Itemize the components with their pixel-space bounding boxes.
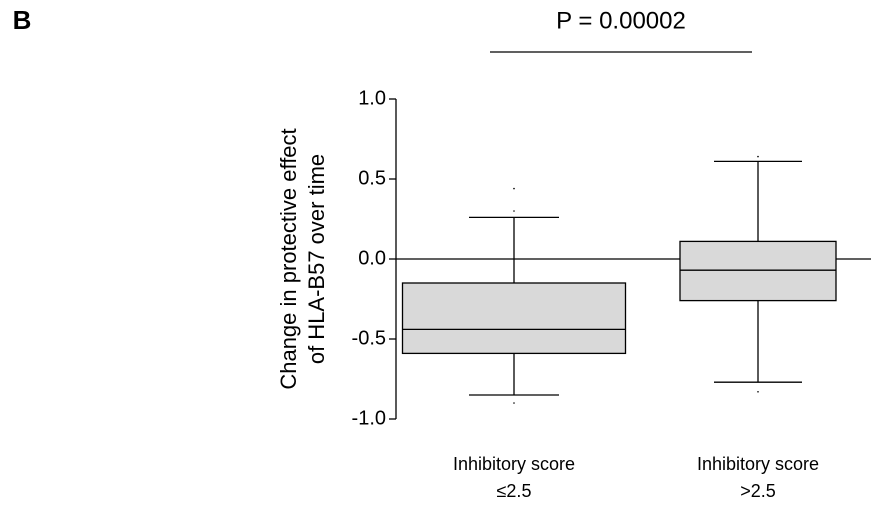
flier	[757, 155, 759, 158]
y-axis-label: of HLA-B57 over time	[304, 154, 329, 364]
y-tick-label: 0.0	[358, 247, 386, 269]
x-tick-label: ≤2.5	[497, 481, 532, 501]
y-axis-label: Change in protective effect	[276, 128, 301, 389]
x-tick-label: Inhibitory score	[697, 454, 819, 474]
x-tick-label: >2.5	[740, 481, 776, 501]
y-tick-label: -1.0	[352, 407, 386, 429]
flier	[757, 391, 759, 393]
flier	[513, 402, 515, 404]
panel-label: B	[13, 5, 32, 35]
box	[401, 282, 627, 355]
box	[679, 240, 837, 302]
y-tick-label: 0.5	[358, 167, 386, 189]
flier	[513, 187, 515, 190]
p-value: P = 0.00002	[556, 7, 686, 34]
y-tick-label: -0.5	[352, 327, 386, 349]
x-tick-label: Inhibitory score	[453, 454, 575, 474]
flier	[513, 210, 515, 212]
y-tick-label: 1.0	[358, 87, 386, 109]
